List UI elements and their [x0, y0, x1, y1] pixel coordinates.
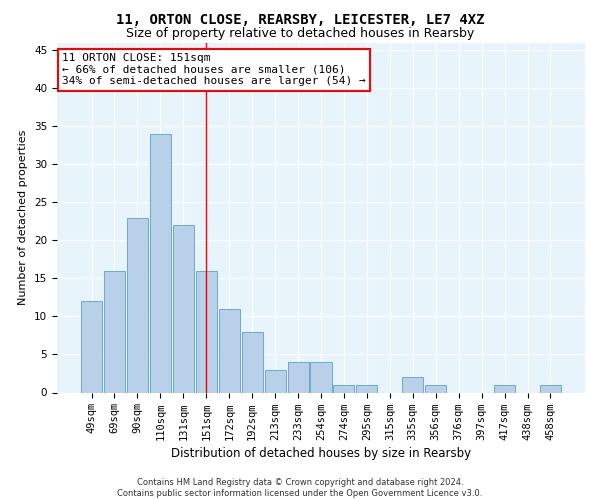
Bar — [540, 385, 561, 392]
Bar — [104, 271, 125, 392]
Bar — [242, 332, 263, 392]
Bar — [127, 218, 148, 392]
Bar — [310, 362, 332, 392]
Text: Size of property relative to detached houses in Rearsby: Size of property relative to detached ho… — [126, 28, 474, 40]
Bar — [196, 271, 217, 392]
Text: Contains HM Land Registry data © Crown copyright and database right 2024.
Contai: Contains HM Land Registry data © Crown c… — [118, 478, 482, 498]
Bar — [81, 301, 102, 392]
Text: 11 ORTON CLOSE: 151sqm
← 66% of detached houses are smaller (106)
34% of semi-de: 11 ORTON CLOSE: 151sqm ← 66% of detached… — [62, 53, 366, 86]
Bar — [402, 378, 424, 392]
X-axis label: Distribution of detached houses by size in Rearsby: Distribution of detached houses by size … — [171, 446, 471, 460]
Bar — [425, 385, 446, 392]
Bar — [356, 385, 377, 392]
Bar — [287, 362, 308, 392]
Bar — [218, 309, 240, 392]
Bar — [150, 134, 171, 392]
Bar — [494, 385, 515, 392]
Text: 11, ORTON CLOSE, REARSBY, LEICESTER, LE7 4XZ: 11, ORTON CLOSE, REARSBY, LEICESTER, LE7… — [116, 12, 484, 26]
Bar — [334, 385, 355, 392]
Bar — [265, 370, 286, 392]
Y-axis label: Number of detached properties: Number of detached properties — [19, 130, 28, 305]
Bar — [173, 225, 194, 392]
